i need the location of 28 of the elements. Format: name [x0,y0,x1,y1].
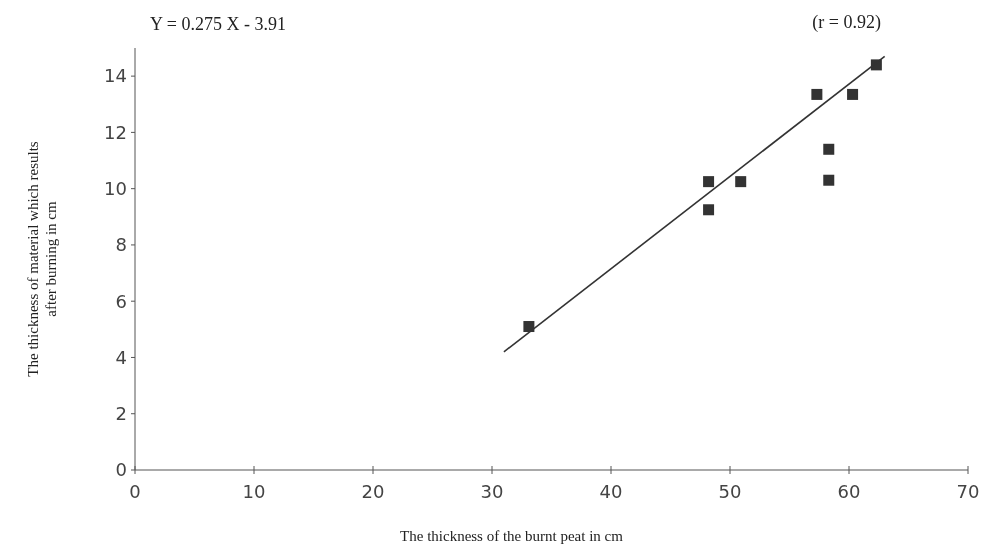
y-tick-label: 2 [115,403,127,425]
y-tick-label: 4 [115,346,127,368]
point [523,321,535,333]
text: (r = 0.92) [812,12,881,33]
point [811,88,823,100]
point [823,174,835,186]
y-tick-label: 6 [115,290,127,312]
text: Y = 0.275 X - 3.91 [150,14,286,34]
point [823,143,835,155]
y-tick-label: 0 [115,459,127,481]
x-tick-label: 50 [718,481,742,502]
x-tick-label: 10 [242,481,266,502]
y-tick-label: 12 [104,121,127,143]
x-tick-label: 40 [599,481,623,502]
y-axis-title: The thickness of material which results after burning in cm [25,141,59,377]
point [703,176,715,188]
x-tick-label: 70 [956,481,980,502]
x-tick-label: 0 [129,481,141,502]
x-tick-label: 20 [361,481,385,502]
x-axis-title: The thickness of the burnt peat in cm [400,528,624,544]
y-tick-label: 10 [104,177,127,199]
x-tick-label: 30 [480,481,504,502]
x-tick-label: 60 [837,481,861,502]
point [735,176,747,188]
point [703,204,715,216]
y-tick-label: 8 [115,234,127,256]
y-tick-label: 14 [104,65,127,87]
point [847,88,859,100]
